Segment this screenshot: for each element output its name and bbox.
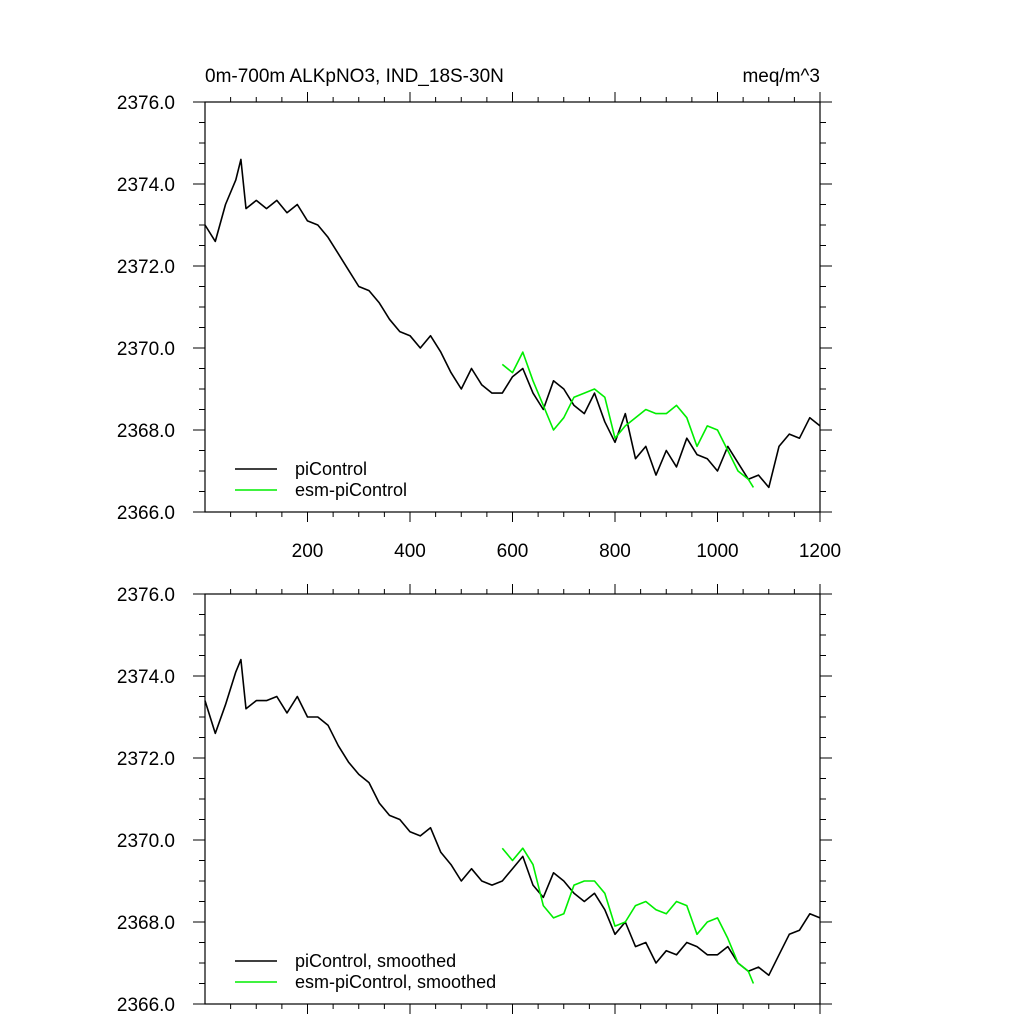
units-label: meq/m^3 [742,66,820,87]
y-tick-label: 2376.0 [117,93,175,114]
y-tick-label: 2372.0 [117,749,175,770]
x-tick-label: 1000 [696,541,738,562]
chart-panel-2: 2366.0 2368.0 2370.0 2372.0 2374.0 2376.0 piCo… [117,584,832,1016]
legend-label: piControl, smoothed [295,951,456,971]
series-line-2 [501,351,755,488]
x-tick-label: 1200 [799,541,841,562]
y-tick-label: 2372.0 [117,257,175,278]
legend-label: piControl [295,459,367,479]
x-tick-label: 600 [497,541,529,562]
y-tick-label: 2368.0 [117,421,175,442]
y-tick-label: 2370.0 [117,831,175,852]
y-tick-label: 2366.0 [117,995,175,1016]
y-tick-label: 2376.0 [117,585,175,606]
x-tick-label: 400 [394,541,426,562]
y-tick-label: 2374.0 [117,175,175,196]
y-tick-label: 2368.0 [117,913,175,934]
legend-label: esm-piControl [295,480,407,500]
y-tick-label: 2370.0 [117,339,175,360]
series-line-2 [501,847,755,984]
y-tick-label: 2374.0 [117,667,175,688]
legend-label: esm-piControl, smoothed [295,972,496,992]
series-line-1 [204,158,821,489]
series-line-1 [204,658,821,977]
x-tick-label: 800 [599,541,631,562]
y-tick-label: 2366.0 [117,503,175,524]
chart-title: 0m-700m ALKpNO3, IND_18S-30N [205,66,504,87]
plot-frame [204,593,821,1005]
chart-panel-1: 2366.0 2368.0 2370.0 2372.0 2374.0 2376.0 200 4… [117,66,841,562]
x-tick-label: 200 [292,541,324,562]
